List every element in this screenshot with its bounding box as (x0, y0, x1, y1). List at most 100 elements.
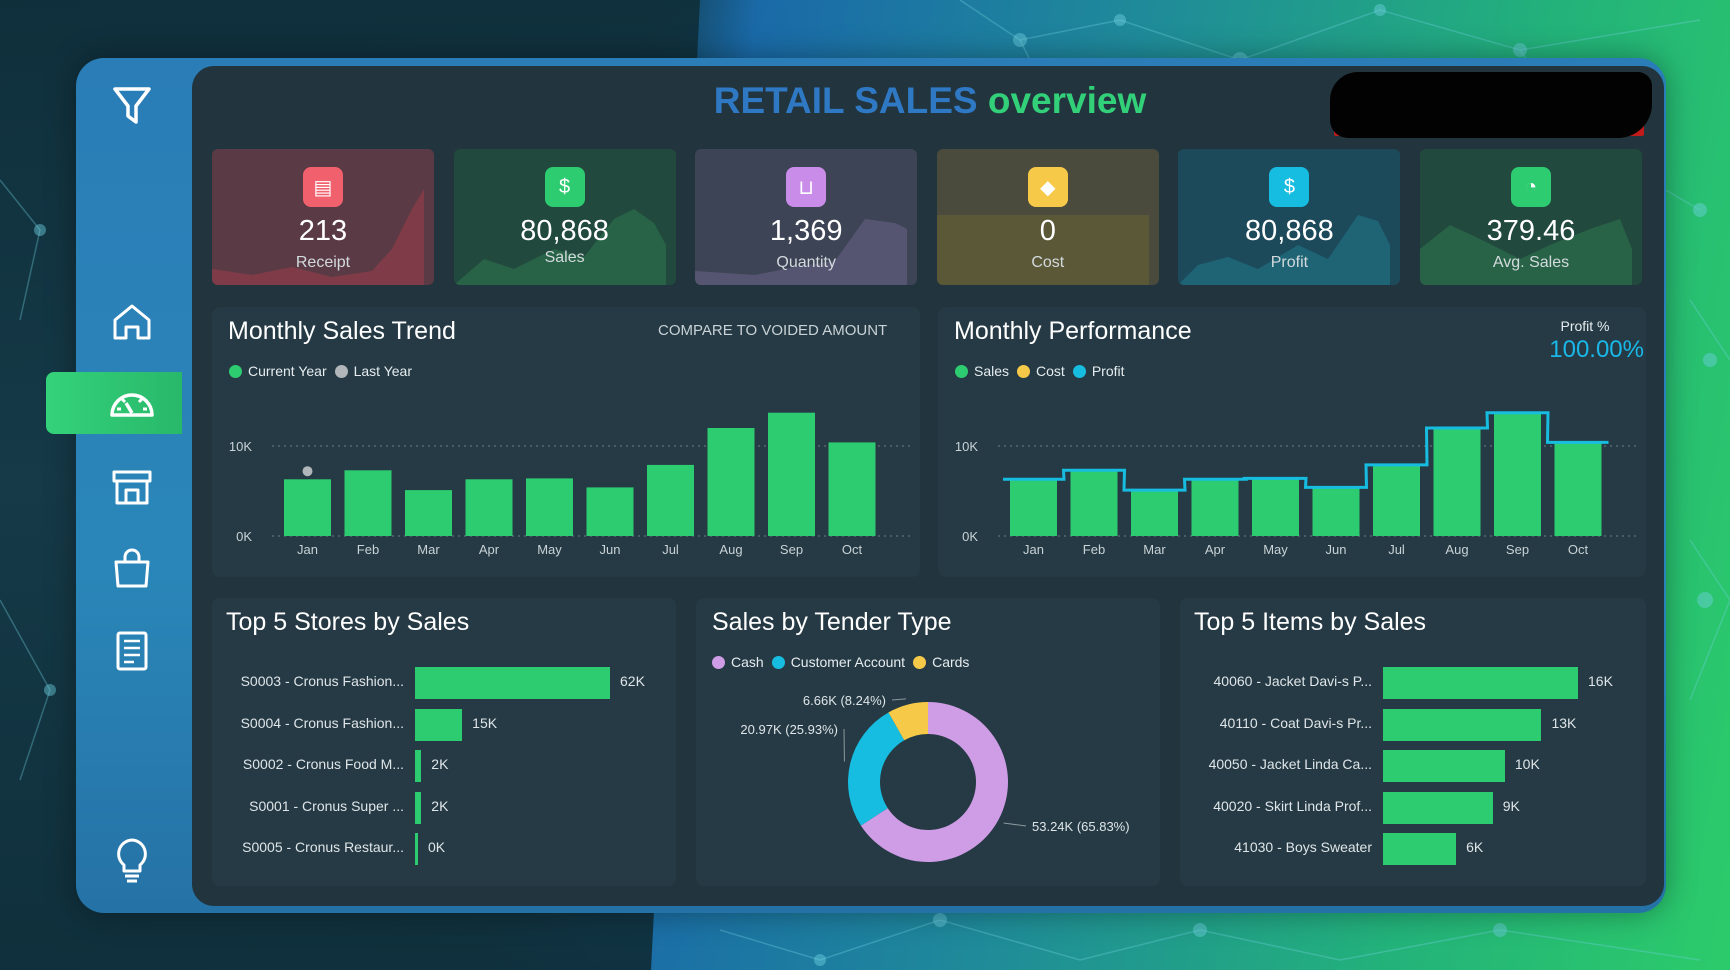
kpi-sparkline (1420, 219, 1632, 285)
legend-dot (913, 655, 927, 669)
x-tick-label: Mar (1143, 542, 1166, 557)
legend-dot (334, 364, 348, 378)
bar-aug (707, 428, 755, 536)
bar-mar (405, 490, 452, 536)
monthly-performance-chart: 0K 10K Jan Feb Mar Apr May Jun Jul Aug Sep Oct (955, 411, 1638, 557)
kpi-label: Cost (1031, 254, 1065, 271)
kpi-card-quantity[interactable]: ⊔ 1,369 Quantity (695, 149, 918, 285)
report-icon[interactable] (104, 623, 160, 679)
last-year-point (302, 466, 313, 477)
slice-customer-account (848, 712, 905, 826)
bar-value-label: 10K (1514, 756, 1540, 772)
dashboard-gauge-icon[interactable] (104, 375, 160, 431)
kpi-label: Quantity (776, 254, 836, 271)
top-stores-title: Top 5 Stores by Sales (226, 608, 470, 636)
bar[interactable] (1383, 791, 1493, 824)
kpi-value: 80,868 (520, 215, 609, 247)
bar-sep (1494, 412, 1541, 536)
bar-label: 40050 - Jacket Linda Ca... (1208, 756, 1372, 772)
slice-data-label: 53.24K (65.83%) (1032, 819, 1130, 834)
sparkline-area (695, 219, 908, 285)
bar-jun (586, 487, 634, 536)
x-tick-label: Oct (1568, 542, 1589, 557)
bar[interactable] (1383, 708, 1542, 741)
legend-cash: Cash (731, 654, 764, 670)
legend-dot (1072, 364, 1086, 378)
kpi-sparkline (453, 209, 666, 285)
legend-cost: Cost (1036, 363, 1065, 379)
kpi-value: 0 (1039, 215, 1056, 247)
bar[interactable] (415, 833, 418, 865)
bar-value-label: 62K (620, 673, 645, 689)
kpi-sparkline (936, 215, 1149, 285)
bar-label: 40110 - Coat Davi-s Pr... (1219, 714, 1372, 731)
filter-icon[interactable] (104, 78, 160, 134)
bar-value-label: 2K (431, 756, 449, 772)
profit-pct-label: Profit % (1560, 318, 1610, 334)
legend-dot (229, 364, 242, 378)
y-tick-label: 10K (955, 439, 978, 454)
x-tick-label: Mar (417, 542, 440, 557)
kpi-card-receipt[interactable]: ▤ 213 Receipt (212, 149, 434, 285)
x-tick-label: Apr (1205, 542, 1226, 557)
bar-label: S0004 - Cronus Fashion... (240, 714, 404, 731)
bar-may (526, 478, 573, 536)
bar-feb (1070, 470, 1118, 536)
bar-value-label: 0K (428, 839, 446, 855)
bar-value-label: 2K (431, 797, 449, 814)
x-tick-label: Sep (780, 542, 803, 557)
bar[interactable] (1383, 667, 1578, 699)
y-tick-label: 0K (236, 529, 252, 544)
kpi-label: Avg. Sales (1492, 254, 1570, 271)
x-tick-label: May (1263, 542, 1288, 557)
x-tick-label: Jun (600, 542, 621, 557)
kpi-card-avg-sales[interactable]: ◔ 379.46 Avg. Sales (1420, 149, 1642, 285)
bar[interactable] (415, 791, 422, 824)
bar-value-label: 13K (1551, 714, 1577, 731)
slice-leader-line (891, 698, 907, 701)
kpi-sparkline (212, 189, 424, 285)
price-tag-icon: ◆ (1027, 167, 1068, 207)
bar[interactable] (415, 708, 463, 741)
bar-mar (1131, 490, 1178, 536)
bar-apr (1191, 479, 1239, 536)
pie-icon: ◔ (1511, 167, 1551, 207)
sparkline-area (453, 209, 666, 285)
compare-voided-link[interactable]: COMPARE TO VOIDED AMOUNT (658, 322, 888, 339)
kpi-value: 80,868 (1245, 215, 1334, 247)
x-tick-label: Jul (662, 542, 679, 557)
bar[interactable] (1383, 750, 1505, 782)
bar-oct (1554, 442, 1602, 536)
bar-label: 40020 - Skirt Linda Prof... (1213, 797, 1372, 814)
bar-value-label: 9K (1502, 797, 1520, 814)
bar-value-label: 6K (1466, 839, 1484, 855)
bar[interactable] (1383, 833, 1457, 865)
bar-jun (1312, 487, 1360, 536)
kpi-card-profit[interactable]: $80,868 Profit (1178, 149, 1401, 285)
kpi-label: Profit (1270, 254, 1309, 271)
receipt-icon: ▤ (303, 167, 343, 207)
sparkline-area (1178, 215, 1391, 285)
kpi-card-sales[interactable]: $80,868 Sales (453, 149, 676, 285)
top-stores-panel (212, 598, 676, 886)
redacted-area (1330, 72, 1652, 138)
x-tick-label: Aug (1445, 542, 1468, 557)
x-tick-label: May (537, 542, 562, 557)
bar[interactable] (415, 667, 610, 699)
shopping-bag-icon[interactable] (104, 540, 160, 596)
y-tick-label: 10K (229, 439, 252, 454)
y-tick-label: 0K (962, 529, 978, 544)
bar-may (1252, 478, 1299, 536)
store-icon[interactable] (104, 458, 160, 514)
x-tick-label: Feb (357, 542, 379, 557)
kpi-card-cost[interactable]: ◆ 0 Cost (936, 149, 1159, 285)
tender-title: Sales by Tender Type (712, 608, 952, 636)
x-tick-label: Jul (1388, 542, 1405, 557)
bar-value-label: 15K (472, 714, 498, 731)
home-icon[interactable] (104, 294, 160, 350)
x-tick-label: Apr (479, 542, 500, 557)
lightbulb-icon[interactable] (104, 832, 160, 888)
bar[interactable] (415, 750, 422, 782)
kpi-label: Receipt (295, 254, 351, 271)
